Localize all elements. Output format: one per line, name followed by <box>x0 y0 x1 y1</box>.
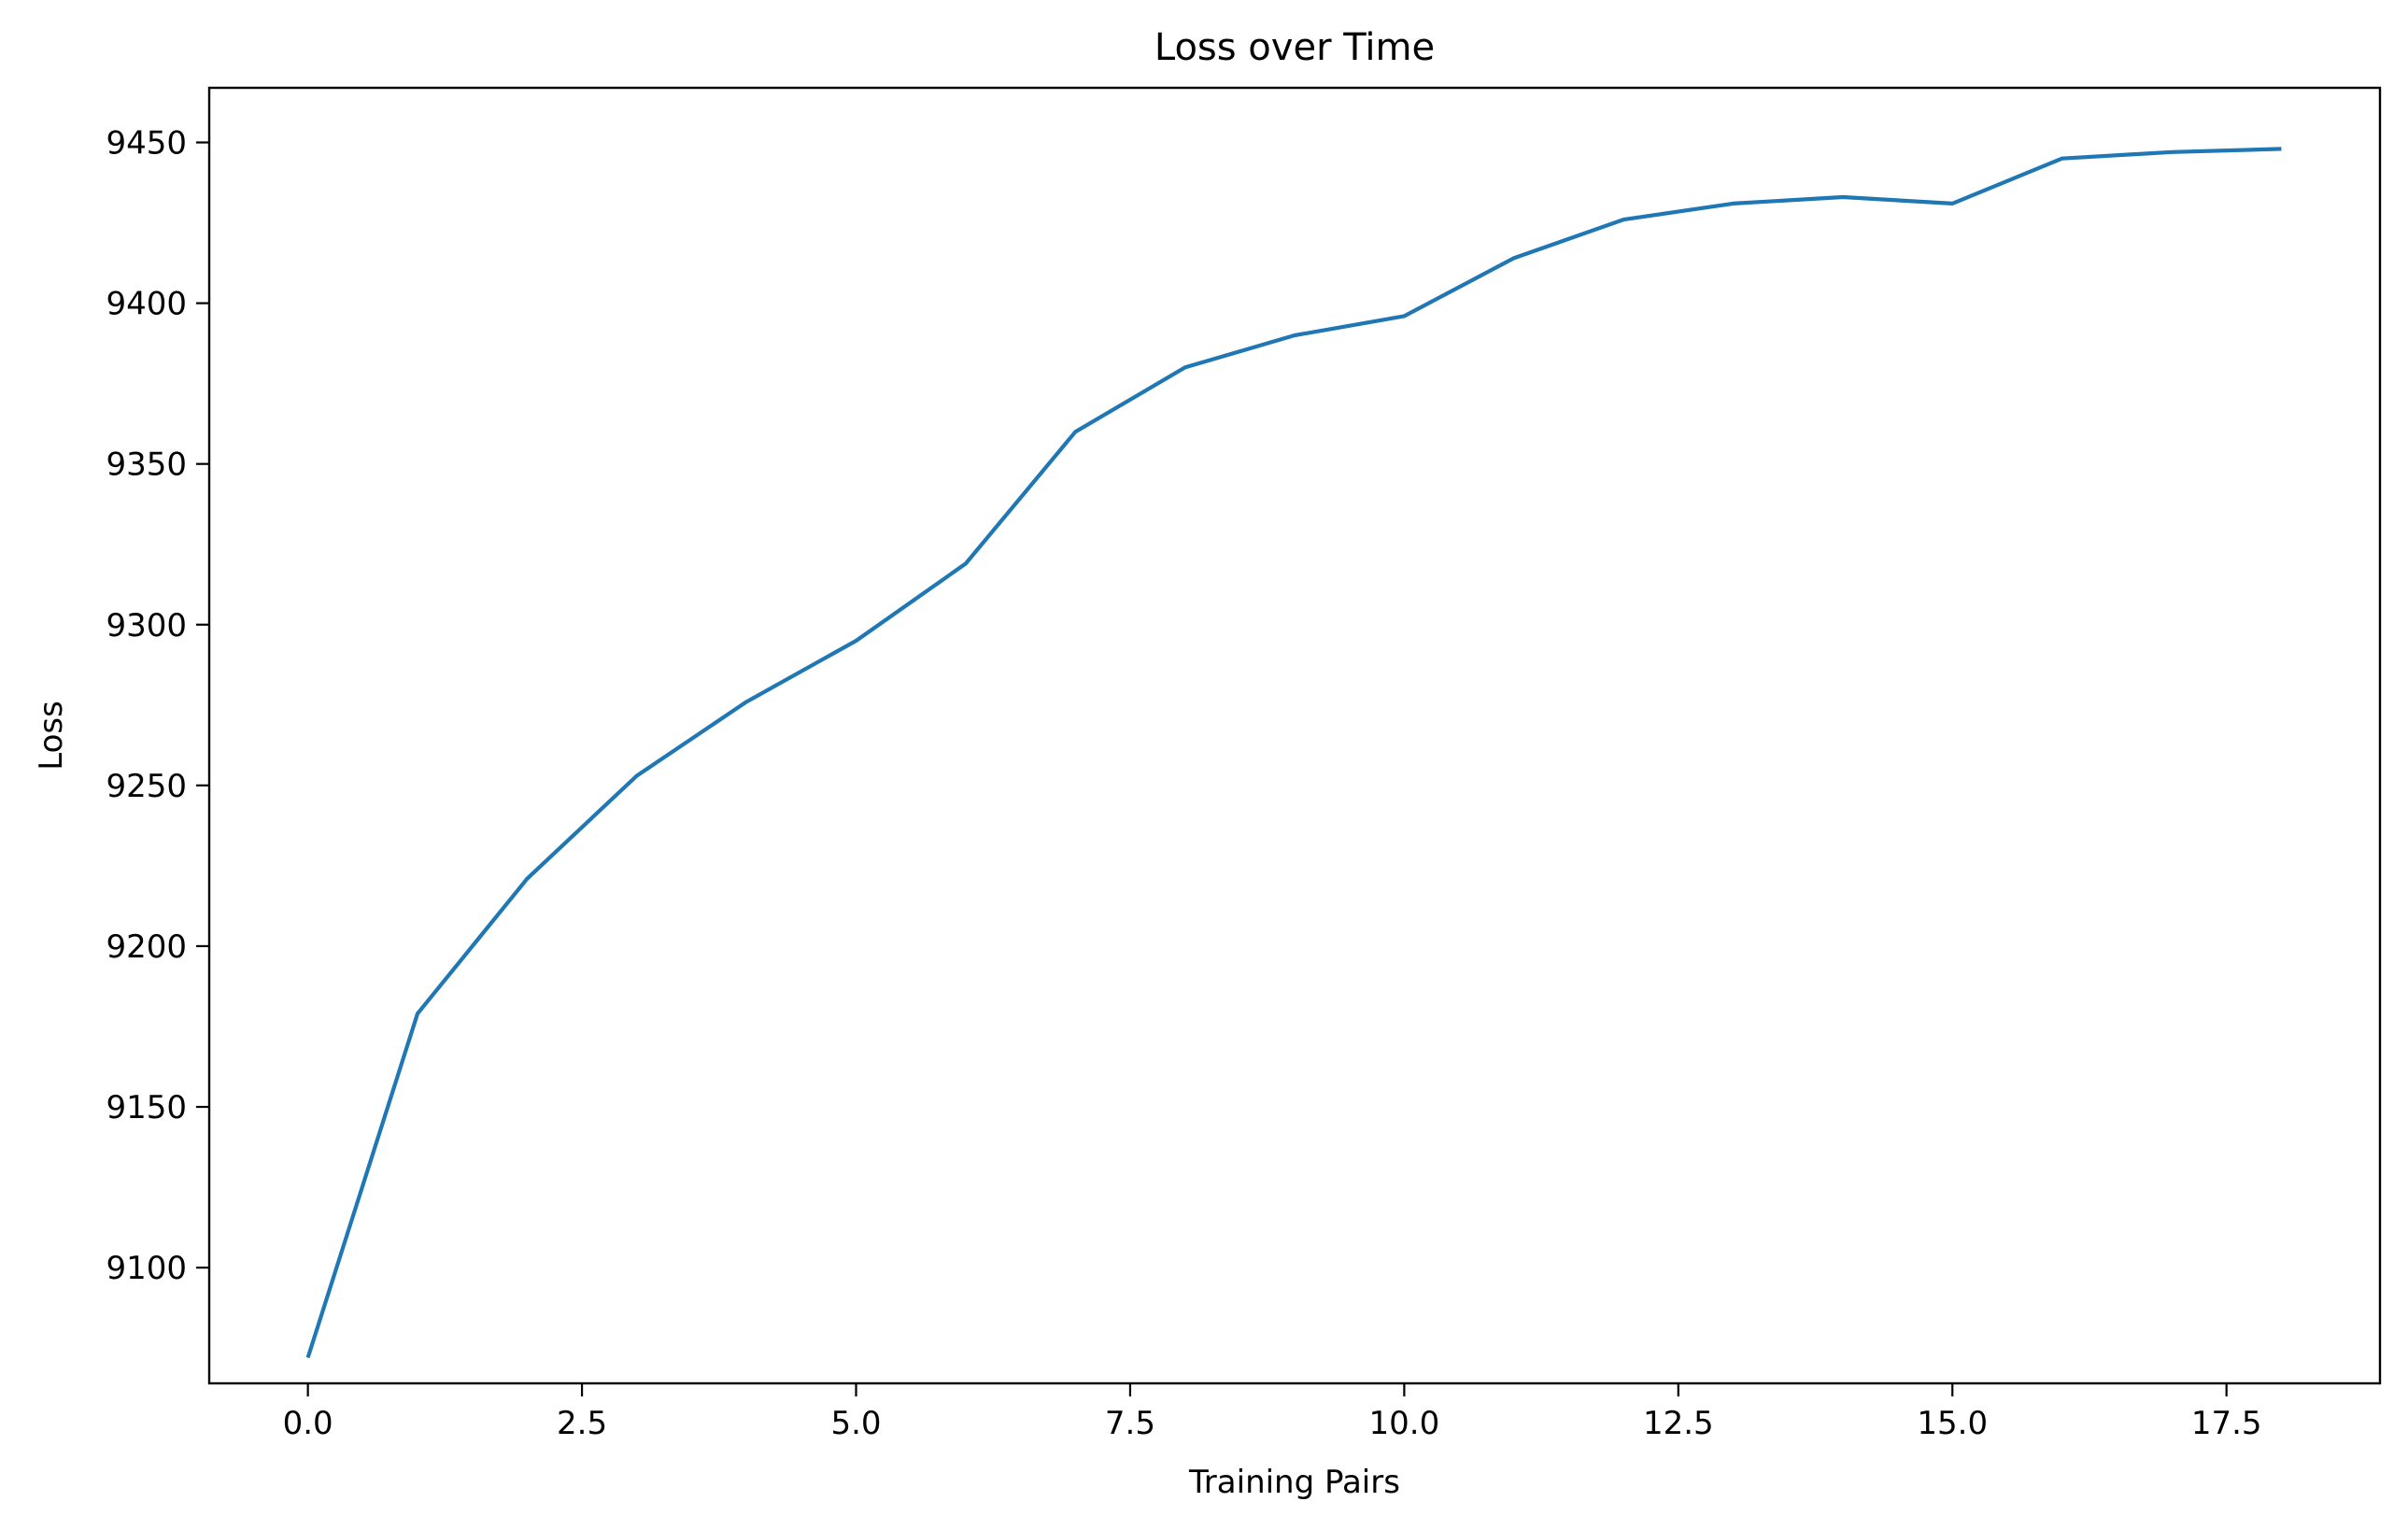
x-tick-label: 7.5 <box>1105 1405 1155 1442</box>
plot-frame <box>207 86 2382 1385</box>
series-line <box>305 147 2282 1359</box>
x-axis-label: Training Pairs <box>1188 1464 1400 1501</box>
y-axis-label: Loss <box>33 701 70 771</box>
y-tick-label: 9150 <box>106 1089 187 1126</box>
x-tick-label: 15.0 <box>1917 1405 1988 1442</box>
y-tick-label: 9400 <box>106 286 187 323</box>
series-layer <box>305 147 2282 1359</box>
x-tick-label: 17.5 <box>2191 1405 2262 1442</box>
x-tick-label: 10.0 <box>1369 1405 1440 1442</box>
x-tick-label: 2.5 <box>557 1405 607 1442</box>
y-tick-label: 9250 <box>106 768 187 805</box>
y-tick-label: 9300 <box>106 607 187 645</box>
x-tick-label: 12.5 <box>1643 1405 1714 1442</box>
x-axis-ticks: 0.0 2.5 5.0 7.5 10.0 12.5 15.0 17.5 <box>283 1383 2262 1442</box>
y-tick-label: 9450 <box>106 125 187 163</box>
chart-title: Loss over Time <box>1154 26 1435 69</box>
y-tick-label: 9350 <box>106 446 187 484</box>
x-tick-label: 0.0 <box>283 1405 333 1442</box>
x-tick-label: 5.0 <box>830 1405 881 1442</box>
y-axis-ticks: 9100 9150 9200 9250 9300 9350 9400 9450 <box>106 125 209 1287</box>
y-tick-label: 9100 <box>106 1250 187 1287</box>
y-tick-label: 9200 <box>106 928 187 966</box>
